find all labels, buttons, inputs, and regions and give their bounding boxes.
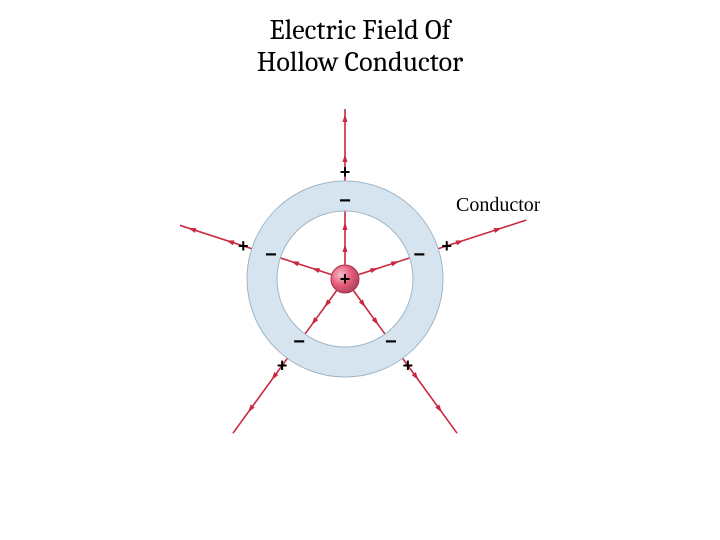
conductor-label: Conductor — [456, 194, 540, 216]
induced-positive-charge: + — [277, 355, 288, 375]
induced-negative-charge: − — [265, 244, 277, 266]
induced-positive-charge: + — [238, 236, 249, 256]
induced-negative-charge: − — [293, 331, 305, 353]
induced-negative-charge: − — [385, 331, 397, 353]
hollow-conductor-diagram: −+−+−+−+−++Conductor — [180, 109, 540, 449]
center-charge-label: + — [340, 269, 351, 289]
induced-negative-charge: − — [339, 190, 351, 212]
title-line-1: Electric Field Of — [0, 14, 720, 46]
diagram-container: −+−+−+−+−++Conductor — [180, 109, 540, 453]
induced-positive-charge: + — [442, 236, 453, 256]
induced-negative-charge: − — [413, 244, 425, 266]
induced-positive-charge: + — [340, 162, 351, 182]
title-line-2: Hollow Conductor — [0, 46, 720, 78]
page-title: Electric Field Of Hollow Conductor — [0, 14, 720, 78]
induced-positive-charge: + — [403, 355, 414, 375]
